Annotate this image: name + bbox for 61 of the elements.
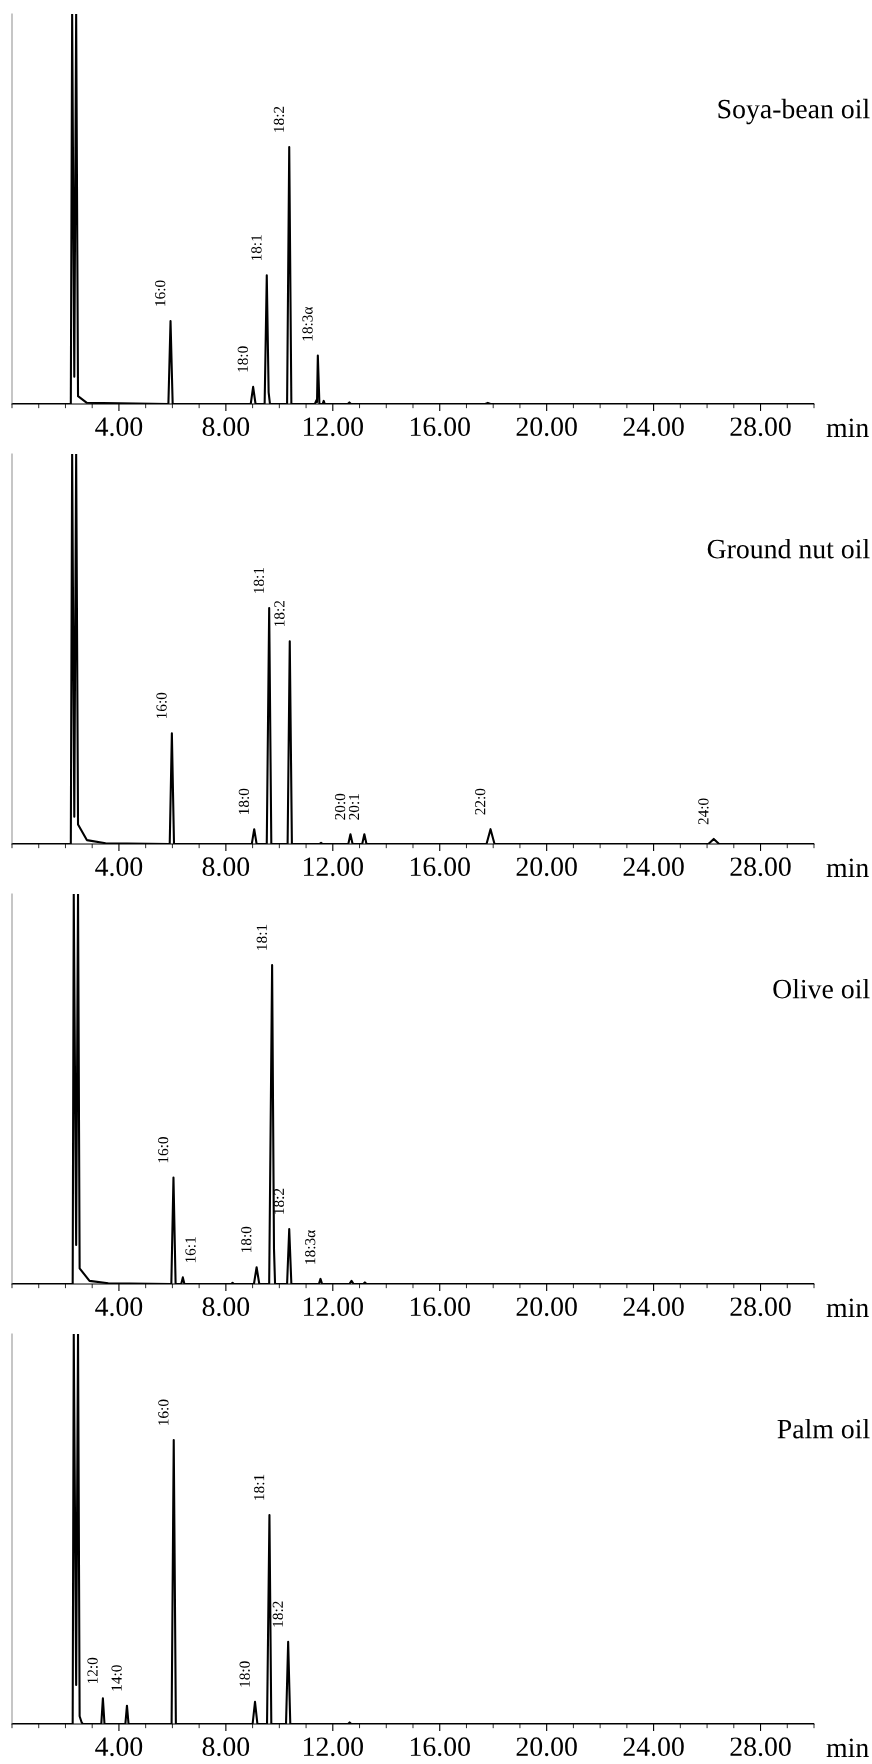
x-tick-label: 8.00 <box>202 417 250 437</box>
annotation: 20:0 <box>334 793 346 820</box>
annotation: 18:0 <box>241 1226 252 1252</box>
x-tick-label: 12.00 <box>303 417 363 437</box>
annotation: 18:3α <box>305 1230 316 1264</box>
annotation: 16:0 <box>157 1137 169 1163</box>
annotation: 24:0 <box>698 798 709 825</box>
x-tick-label: 20.00 <box>516 1297 577 1317</box>
x-tick-label: 16.00 <box>410 417 470 437</box>
x-axis-title: min <box>826 418 869 437</box>
annotation: 16:0 <box>155 280 166 306</box>
annotation: 22:0 <box>475 788 486 815</box>
annotation: 18:1 <box>253 1474 265 1500</box>
x-tick-label: 24.00 <box>623 1737 684 1757</box>
annotation: 18:1 <box>251 235 262 261</box>
annotation: 18:2 <box>273 1188 285 1214</box>
x-tick-label: 28.00 <box>730 1297 791 1317</box>
text: Ground nut oil <box>707 538 870 559</box>
x-tick-label: 12.00 <box>303 1297 363 1317</box>
annotation: 12:0 <box>87 1657 98 1684</box>
x-tick-label: 4.00 <box>95 417 143 437</box>
x-axis-title: min <box>826 1298 869 1317</box>
annotation: 16:0 <box>158 1399 169 1425</box>
x-tick-label: 28.00 <box>730 857 791 877</box>
text: Palm oil <box>777 1418 870 1439</box>
x-axis-title: min <box>826 1738 869 1757</box>
x-tick-label: 28.00 <box>730 1737 791 1757</box>
x-tick-label: 12.00 <box>303 857 363 877</box>
x-tick-label: 4.00 <box>95 1737 143 1757</box>
annotation: 14:0 <box>111 1665 122 1691</box>
x-tick-label: 8.00 <box>202 1297 250 1317</box>
annotation: 16:0 <box>156 692 167 719</box>
annotation: 18:2 <box>272 1601 284 1627</box>
x-tick-label: 20.00 <box>516 417 577 437</box>
annotation: 20:1 <box>348 794 360 820</box>
annotation: 18:2 <box>273 106 285 132</box>
x-tick-label: 16.00 <box>410 857 470 877</box>
text: Soya-bean oil <box>718 98 870 125</box>
x-tick-label: 16.00 <box>410 1737 470 1757</box>
x-tick-label: 24.00 <box>623 417 684 437</box>
x-axis-title: min <box>826 858 869 877</box>
x-tick-label: 24.00 <box>623 857 684 877</box>
text: Olive oil <box>773 978 870 999</box>
x-tick-label: 8.00 <box>202 857 250 877</box>
annotation: 18:0 <box>238 788 250 814</box>
x-tick-label: 28.00 <box>730 417 791 437</box>
annotation: 18:0 <box>237 346 249 372</box>
x-tick-label: 4.00 <box>95 857 143 877</box>
x-tick-label: 8.00 <box>202 1737 250 1757</box>
x-tick-label: 20.00 <box>516 1737 577 1757</box>
annotation: 18:3α <box>302 306 313 341</box>
annotation: 18:1 <box>256 924 267 950</box>
annotation: 16:1 <box>185 1237 196 1263</box>
x-tick-label: 24.00 <box>623 1297 684 1317</box>
annotation: 18:0 <box>239 1661 250 1687</box>
annotation: 18:2 <box>274 600 285 626</box>
x-tick-label: 16.00 <box>410 1297 470 1317</box>
x-tick-label: 20.00 <box>516 857 577 877</box>
x-tick-label: 4.00 <box>95 1297 143 1317</box>
annotation: 18:1 <box>253 567 265 593</box>
x-tick-label: 12.00 <box>303 1737 363 1757</box>
